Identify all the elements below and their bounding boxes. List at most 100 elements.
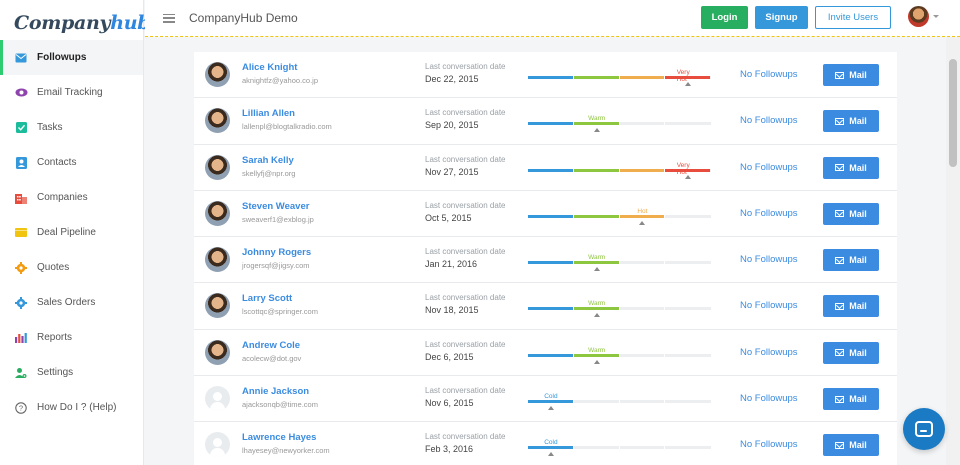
top-bar: CompanyHub Demo Login Signup Invite User… (145, 0, 960, 37)
contact-email: lallenpl@blogtalkradio.com (242, 122, 332, 132)
mail-button[interactable]: Mail (823, 341, 879, 364)
followup-status-link[interactable]: No Followups (740, 393, 798, 405)
gear-icon (14, 296, 28, 310)
sidebar-item-sales-orders[interactable]: Sales Orders (0, 285, 143, 320)
mail-button[interactable]: Mail (823, 110, 879, 133)
contact-name[interactable]: Lillian Allen (242, 108, 295, 120)
temperature-meter: Warm (528, 237, 711, 283)
sidebar-item-tasks[interactable]: Tasks (0, 110, 143, 145)
contact-name[interactable]: Andrew Cole (242, 339, 301, 351)
mail-button[interactable]: Mail (823, 64, 879, 86)
temperature-meter: Warm (528, 283, 711, 329)
last-conversation-label: Last conversation date (425, 339, 506, 349)
mail-button[interactable]: Mail (823, 156, 879, 179)
sidebar-item-followups[interactable]: Followups (0, 40, 143, 75)
followup-row: Lillian Allen lallenpl@blogtalkradio.com… (194, 98, 897, 145)
sidebar-item-label: Sales Orders (37, 297, 96, 308)
sidebar-item-reports[interactable]: Reports (0, 320, 143, 355)
mail-button[interactable]: Mail (823, 434, 879, 457)
invite-users-button[interactable]: Invite Users (815, 6, 891, 29)
contact-email: ajacksonqb@time.com (242, 400, 318, 410)
followup-row: Sarah Kelly skellyfj@npr.org Last conver… (194, 145, 897, 191)
followup-status-link[interactable]: No Followups (740, 115, 798, 127)
temperature-segment (619, 76, 665, 79)
followup-status-link[interactable]: No Followups (740, 346, 798, 358)
followup-status-link[interactable]: No Followups (740, 254, 798, 266)
contact-avatar (205, 432, 230, 458)
sidebar-item-deal-pipeline[interactable]: Deal Pipeline (0, 215, 143, 250)
contact-name[interactable]: Larry Scott (242, 293, 293, 305)
sidebar-item-settings[interactable]: Settings (0, 355, 143, 390)
followup-row: Larry Scott lscottqc@springer.com Last c… (194, 283, 897, 330)
followup-status-link[interactable]: No Followups (740, 161, 798, 173)
temperature-label: Very Hot (676, 161, 690, 176)
signup-button[interactable]: Signup (755, 6, 808, 29)
envelope-icon (835, 302, 845, 310)
scrollbar[interactable] (946, 37, 960, 465)
mail-button[interactable]: Mail (823, 295, 879, 318)
mail-button-label: Mail (849, 440, 867, 451)
contact-avatar (205, 293, 230, 319)
temperature-segment (573, 214, 619, 218)
mail-button-label: Mail (849, 301, 867, 312)
contact-avatar (205, 154, 230, 180)
sidebar-item-label: Companies (37, 192, 88, 203)
mail-button[interactable]: Mail (823, 388, 879, 411)
company-logo[interactable]: Companyhub (0, 0, 151, 40)
sidebar-item-how-do-i-help[interactable]: ? How Do I ? (Help) (0, 390, 143, 425)
contact-name[interactable]: Steven Weaver (242, 200, 310, 212)
mail-button-label: Mail (849, 347, 867, 358)
temperature-marker-icon (593, 128, 600, 133)
logo-text: Company (14, 12, 111, 34)
scrollbar-thumb[interactable] (949, 59, 957, 167)
mail-button-label: Mail (849, 162, 867, 173)
temperature-label: Warm (588, 346, 606, 354)
followup-row: Steven Weaver sweaverf1@exblog.jp Last c… (194, 191, 897, 238)
followup-status-link[interactable]: No Followups (740, 439, 798, 451)
last-conversation-date: Dec 6, 2015 (425, 351, 474, 362)
user-avatar[interactable] (908, 6, 929, 27)
chat-button[interactable] (903, 408, 945, 450)
followup-status-link[interactable]: No Followups (740, 69, 798, 80)
temperature-segment (528, 400, 573, 404)
chevron-down-icon[interactable] (933, 15, 939, 18)
contact-name[interactable]: Annie Jackson (242, 386, 310, 398)
temperature-marker-icon (685, 82, 692, 86)
last-conversation-label: Last conversation date (425, 108, 506, 118)
envelope-icon (835, 210, 845, 218)
login-button[interactable]: Login (701, 6, 748, 29)
contact-name[interactable]: Sarah Kelly (242, 154, 294, 166)
contact-email: sweaverf1@exblog.jp (242, 214, 314, 224)
followup-status-link[interactable]: No Followups (740, 207, 798, 219)
sidebar-item-email-tracking[interactable]: Email Tracking (0, 75, 143, 110)
followup-row: Andrew Cole acolecw@dot.gov Last convers… (194, 330, 897, 377)
sidebar-nav: Followups Email Tracking Tasks Contacts Comp… (0, 40, 143, 425)
temperature-meter: Cold (528, 376, 711, 422)
mail-button[interactable]: Mail (823, 202, 879, 225)
temperature-segment (573, 168, 619, 172)
last-conversation-label: Last conversation date (425, 200, 506, 210)
last-conversation-label: Last conversation date (425, 247, 506, 257)
last-conversation-date: Jan 21, 2016 (425, 259, 478, 270)
contact-email: lhayesey@newyorker.com (242, 446, 330, 456)
last-conversation-label: Last conversation date (425, 154, 506, 164)
temperature-segment (573, 261, 619, 265)
contact-name[interactable]: Alice Knight (242, 62, 298, 73)
temperature-marker-icon (639, 220, 646, 225)
mail-button-label: Mail (849, 70, 867, 80)
hamburger-menu-icon[interactable] (163, 13, 175, 23)
followup-status-link[interactable]: No Followups (740, 300, 798, 312)
temperature-marker-icon (593, 267, 600, 272)
envelope-icon (835, 256, 845, 264)
sidebar-item-quotes[interactable]: Quotes (0, 250, 143, 285)
temperature-track (528, 261, 711, 265)
last-conversation-date: Sep 20, 2015 (425, 120, 479, 131)
sidebar-item-companies[interactable]: Companies (0, 180, 143, 215)
contact-name[interactable]: Johnny Rogers (242, 247, 312, 259)
followup-row: Lawrence Hayes lhayesey@newyorker.com La… (194, 422, 897, 465)
sidebar-item-label: Settings (37, 367, 74, 378)
sidebar-item-contacts[interactable]: Contacts (0, 145, 143, 180)
envelope-icon (835, 395, 845, 403)
mail-button[interactable]: Mail (823, 249, 879, 272)
contact-name[interactable]: Lawrence Hayes (242, 432, 317, 444)
